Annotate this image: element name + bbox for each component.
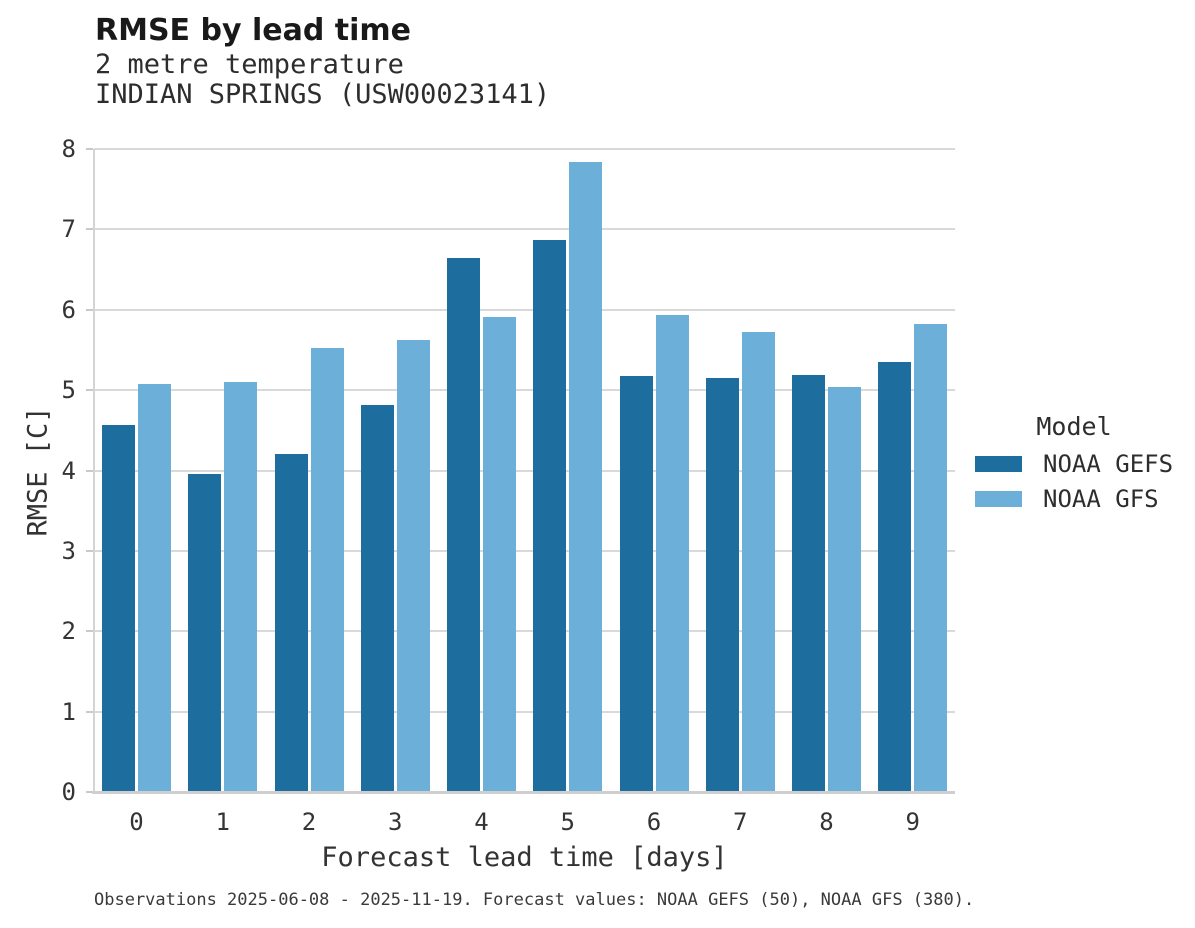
- gridline-2: [94, 630, 955, 633]
- bar-noaa-gefs-lead-4: [447, 258, 480, 792]
- bar-noaa-gefs-lead-5: [533, 239, 567, 792]
- legend-label-noaa-gefs: NOAA GEFS: [1043, 449, 1174, 478]
- x-tick-label-0: 0: [129, 808, 144, 836]
- y-tick-8: [86, 148, 93, 150]
- x-tick-label-5: 5: [560, 808, 575, 836]
- chart-title: RMSE by lead time: [95, 13, 411, 48]
- gridline-5: [94, 389, 955, 392]
- gridline-6: [94, 308, 955, 311]
- bar-noaa-gfs-lead-9: [914, 324, 948, 792]
- y-tick-label-7: 7: [61, 215, 76, 244]
- bar-noaa-gfs-lead-8: [828, 386, 861, 792]
- bar-noaa-gefs-lead-7: [705, 378, 739, 792]
- y-tick-0: [86, 791, 93, 793]
- y-tick-label-1: 1: [61, 697, 76, 726]
- x-tick-label-3: 3: [388, 808, 403, 836]
- gridline-3: [94, 549, 955, 552]
- bar-noaa-gefs-lead-3: [360, 405, 394, 792]
- x-tick-label-1: 1: [215, 808, 230, 836]
- bar-noaa-gefs-lead-9: [878, 361, 912, 792]
- gridline-8: [94, 148, 955, 150]
- bar-noaa-gefs-lead-1: [188, 473, 222, 792]
- bar-noaa-gefs-lead-6: [619, 376, 653, 792]
- y-tick-label-8: 8: [61, 135, 76, 163]
- y-tick-label-5: 5: [61, 376, 76, 405]
- y-tick-7: [86, 228, 93, 231]
- legend-title: Model: [1036, 412, 1112, 441]
- legend-swatch-noaa-gfs: [975, 490, 1022, 507]
- legend-swatch-noaa-gefs: [975, 455, 1022, 472]
- bar-noaa-gefs-lead-0: [102, 425, 135, 792]
- x-tick-label-8: 8: [819, 808, 834, 836]
- gridline-1: [94, 710, 955, 713]
- x-axis-baseline: [92, 790, 955, 794]
- legend-label-noaa-gfs: NOAA GFS: [1043, 484, 1159, 513]
- x-axis-title: Forecast lead time [days]: [321, 842, 728, 873]
- gridline-4: [94, 469, 955, 472]
- y-tick-label-2: 2: [61, 617, 76, 646]
- bar-noaa-gfs-lead-1: [224, 382, 258, 792]
- y-tick-label-6: 6: [61, 295, 76, 324]
- y-tick-1: [86, 710, 93, 713]
- y-tick-6: [86, 308, 93, 311]
- x-tick-label-9: 9: [905, 808, 920, 836]
- bar-noaa-gfs-lead-4: [483, 316, 516, 792]
- chart-subtitle-variable: 2 metre temperature: [95, 49, 404, 80]
- chart-subtitle-station: INDIAN SPRINGS (USW00023141): [95, 79, 551, 110]
- bar-noaa-gfs-lead-2: [310, 348, 344, 792]
- bar-noaa-gfs-lead-6: [655, 314, 689, 792]
- y-tick-label-0: 0: [61, 778, 76, 806]
- y-tick-4: [86, 469, 93, 472]
- legend-entry-noaa-gfs: NOAA GFS: [975, 481, 1175, 516]
- caption: Observations 2025-06-08 - 2025-11-19. Fo…: [94, 890, 975, 910]
- x-tick-label-4: 4: [474, 808, 489, 836]
- x-tick-label-2: 2: [301, 808, 317, 836]
- legend-entry-noaa-gefs: NOAA GEFS: [975, 446, 1175, 481]
- gridline-7: [94, 228, 955, 231]
- bar-noaa-gefs-lead-8: [792, 374, 825, 792]
- y-tick-5: [86, 389, 93, 392]
- bar-noaa-gfs-lead-7: [741, 332, 775, 792]
- y-tick-3: [86, 549, 93, 552]
- y-tick-2: [86, 630, 93, 633]
- bar-noaa-gefs-lead-2: [274, 454, 308, 792]
- x-tick-label-6: 6: [646, 808, 662, 836]
- bar-noaa-gfs-lead-0: [138, 384, 171, 792]
- legend: Model NOAA GEFS NOAA GFS: [975, 412, 1175, 516]
- y-axis-spine: [93, 149, 95, 793]
- x-tick-label-7: 7: [733, 808, 748, 836]
- bar-noaa-gfs-lead-3: [396, 340, 430, 792]
- y-tick-label-4: 4: [61, 456, 76, 485]
- bar-noaa-gfs-lead-5: [569, 161, 603, 792]
- y-tick-label-3: 3: [61, 536, 76, 565]
